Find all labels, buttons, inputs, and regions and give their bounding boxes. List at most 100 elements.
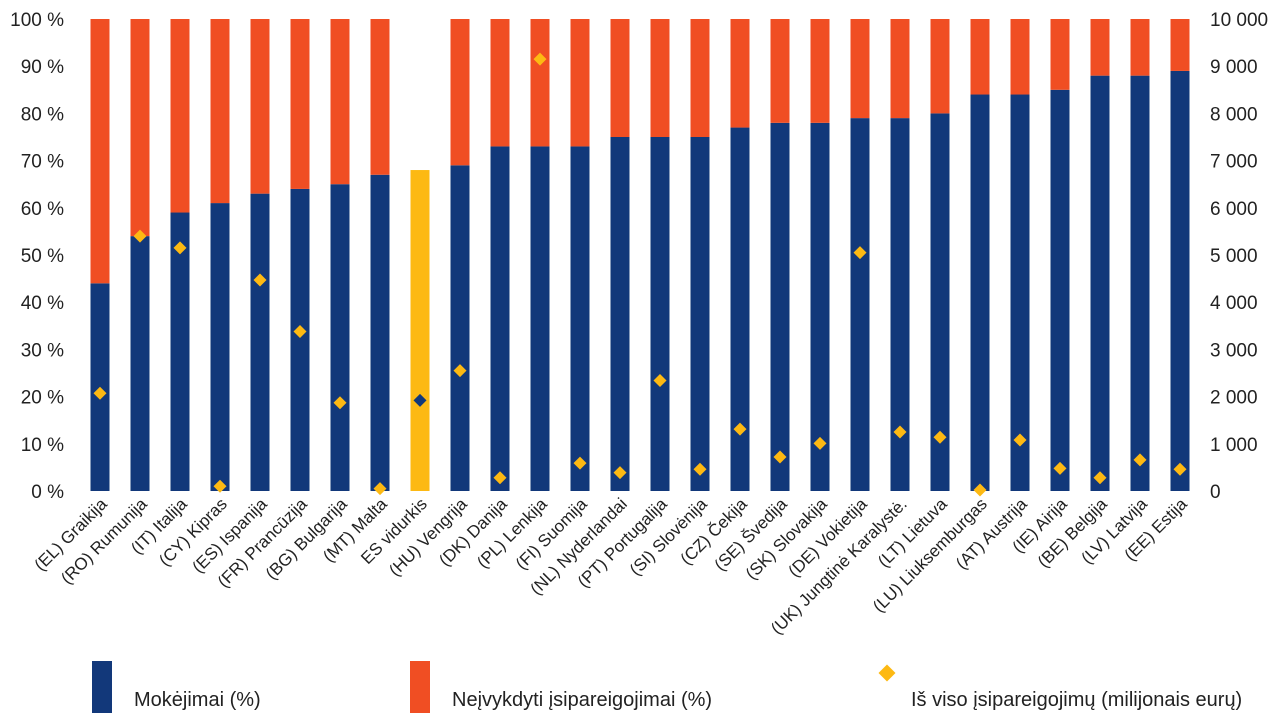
bar-outstanding [90,19,110,284]
bar-payments [370,174,390,491]
total-commitments-marker [333,396,347,410]
total-commitments-marker [253,273,267,287]
bar-outstanding [1170,19,1190,71]
bar-payments [730,127,750,491]
y-right-tick-label: 0 [1210,482,1221,503]
y-right-tick-label: 5 000 [1210,246,1258,267]
bar-payments [1090,75,1110,491]
total-commitments-marker [733,422,747,436]
total-commitments-marker [693,462,707,476]
total-commitments-marker [93,386,107,400]
legend-total-label: Iš viso įsipareigojimų (milijonais eurų) [911,689,1243,711]
legend-outstanding: Neįvykdyti įsipareigojimai (%) [410,661,712,713]
markers [93,52,1187,497]
bar-payments [650,137,670,491]
bar-outstanding [690,19,710,137]
total-commitments-marker [613,466,627,480]
y-left-tick-label: 10 % [21,435,64,456]
bar-payments [450,165,470,491]
bar-payments [130,236,150,491]
total-commitments-marker [213,479,227,493]
bar-outstanding [930,19,950,114]
legend-payments: Mokėjimai (%) [92,661,261,713]
legend-payments-label: Mokėjimai (%) [134,689,261,711]
bar-payments [330,184,350,491]
bar-payments [250,193,270,491]
bar-outstanding [330,19,350,185]
bar-payments [770,122,790,491]
y-right-tick-label: 6 000 [1210,199,1258,220]
total-commitments-marker [773,450,787,464]
bar-outstanding [570,19,590,147]
bar-outstanding [290,19,310,189]
bar-payments [1010,94,1030,492]
y-left-tick-label: 60 % [21,199,64,220]
bar-outstanding [1130,19,1150,76]
total-commitments-marker [573,456,587,470]
bar-outstanding [1010,19,1030,95]
y-axis-right: 0 1 000 2 000 3 000 4 000 5 000 6 000 7 000 8 00… [1210,10,1268,503]
bar-outstanding [650,19,670,137]
total-commitments-marker [493,471,507,485]
bar-outstanding [210,19,230,204]
total-commitments-marker [1053,461,1067,475]
bars [90,19,1190,492]
bar-outstanding [450,19,470,166]
bar-payments [1170,70,1190,492]
total-commitments-marker [453,364,467,378]
bar-payments [850,118,870,492]
y-left-tick-label: 30 % [21,340,64,361]
bar-payments [570,146,590,491]
legend-outstanding-label: Neįvykdyti įsipareigojimai (%) [452,689,713,711]
y-left-tick-label: 90 % [21,57,64,78]
bar-outstanding [970,19,990,95]
total-commitments-marker [293,324,307,338]
bar-outstanding [250,19,270,194]
total-commitments-marker [893,425,907,439]
y-right-tick-label: 9 000 [1210,57,1258,78]
y-right-tick-label: 10 000 [1210,10,1268,31]
bar-payments [170,212,190,491]
total-commitments-marker [813,436,827,450]
total-commitments-marker [533,52,547,66]
bar-outstanding [490,19,510,147]
total-commitments-marker [653,374,667,388]
bar-outstanding [170,19,190,213]
total-commitments-marker [1133,453,1147,467]
total-commitments-marker [933,430,947,444]
bar-payments [490,146,510,491]
bar-outstanding [370,19,390,175]
chart: 0 % 10 % 20 % 30 % 40 % 50 % 60 % 70 % 80 % 90 % 1… [10,10,1268,638]
y-right-tick-label: 4 000 [1210,293,1258,314]
total-commitments-marker [853,246,867,260]
bar-outstanding [850,19,870,119]
y-left-tick-label: 0 % [31,482,64,503]
bar-payments [690,137,710,491]
bar-outstanding [130,19,150,237]
bar-payments [890,118,910,492]
y-left-tick-label: 20 % [21,388,64,409]
total-commitments-marker [1013,433,1027,447]
legend-total-diamond-icon [878,664,896,682]
bar-payments [970,94,990,492]
bar-outstanding [1090,19,1110,76]
y-right-tick-label: 8 000 [1210,104,1258,125]
total-commitments-marker [1173,462,1187,476]
bar-outstanding [1050,19,1070,90]
y-right-tick-label: 2 000 [1210,388,1258,409]
bar-outstanding [890,19,910,119]
total-commitments-marker [1093,471,1107,485]
y-left-tick-label: 100 % [10,10,64,31]
total-commitments-marker [173,241,187,255]
y-right-tick-label: 7 000 [1210,152,1258,173]
total-commitments-marker [133,229,147,243]
legend-total: Iš viso įsipareigojimų (milijonais eurų) [878,661,1243,713]
bar-payments [810,122,830,491]
bar-payments [290,188,310,492]
bar-payments [530,146,550,491]
y-left-tick-label: 80 % [21,104,64,125]
legend-outstanding-swatch [410,661,430,713]
bar-outstanding [610,19,630,137]
y-left-tick-label: 50 % [21,246,64,267]
bar-payments [210,203,230,491]
